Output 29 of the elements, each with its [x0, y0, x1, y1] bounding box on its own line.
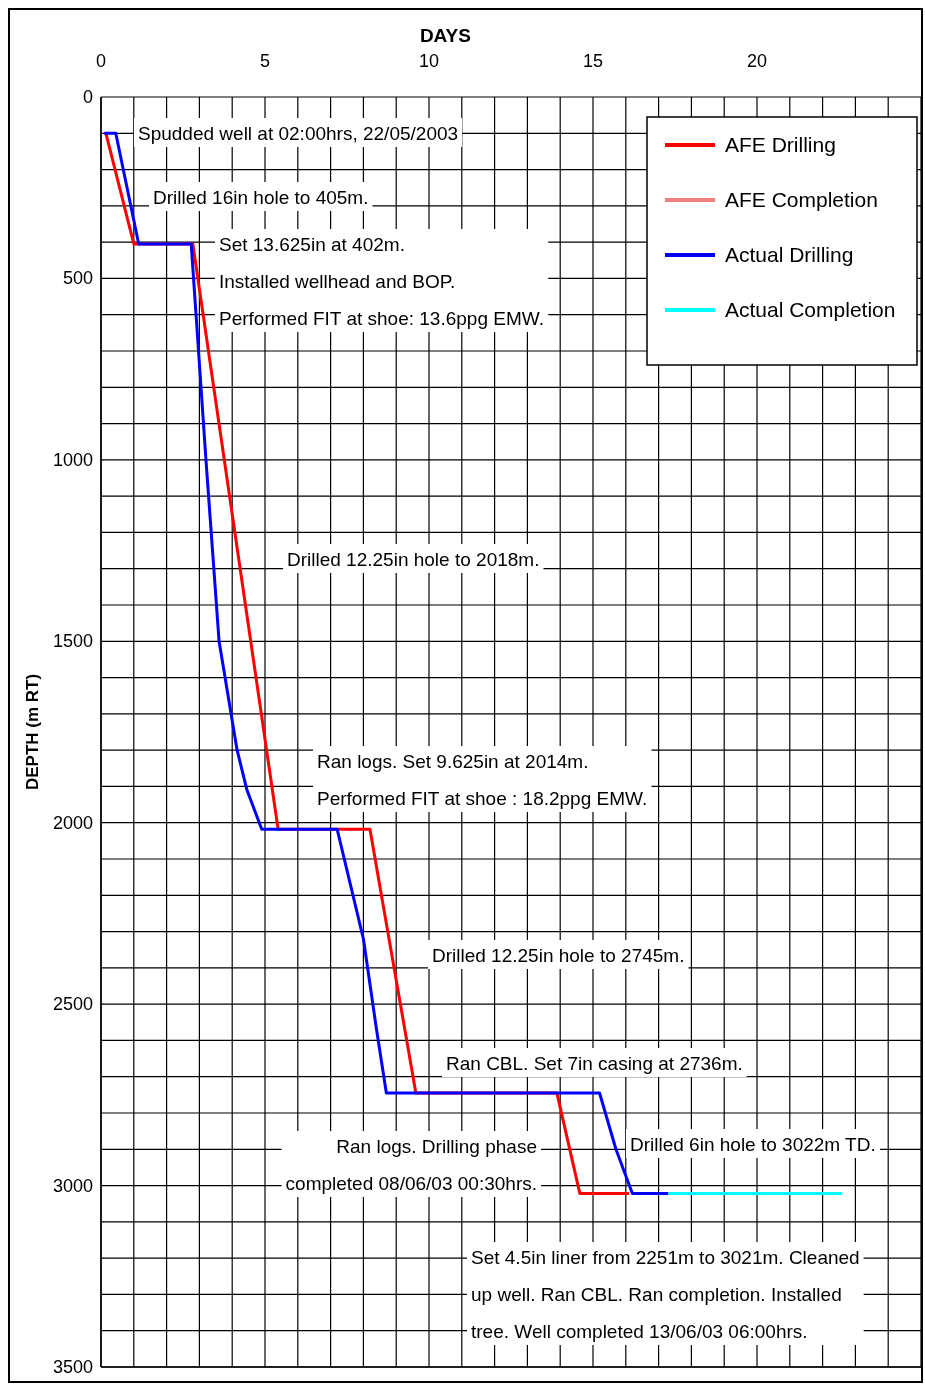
- y-tick-label: 1000: [52, 449, 93, 470]
- y-tick-label: 2500: [52, 994, 93, 1015]
- annotation: Set 13.625in at 402m. Installed wellhead and BOP. Performed FIT at shoe: 13.6ppg EMW.: [219, 234, 544, 329]
- y-tick-label: 3000: [52, 1175, 93, 1196]
- legend-label: AFE Drilling: [725, 133, 836, 156]
- legend-label: Actual Drilling: [725, 243, 854, 266]
- legend-label: Actual Completion: [725, 298, 896, 321]
- y-tick-label: 3500: [52, 1357, 93, 1377]
- annotation: Ran CBL. Set 7in casing at 2736m.: [446, 1053, 743, 1074]
- y-tick-label: 0: [82, 87, 93, 107]
- y-axis-title: DEPTH (m RT): [23, 673, 42, 791]
- annotation: Drilled 12.25in hole to 2745m.: [432, 945, 685, 966]
- annotation: Drilled 16in hole to 405m.: [153, 187, 369, 208]
- x-tick-label: 15: [582, 51, 604, 71]
- annotation: Drilled 12.25in hole to 2018m.: [287, 549, 540, 570]
- annotation: Ran logs. Set 9.625in at 2014m. Performed FIT at shoe : 18.2ppg EMW.: [317, 751, 648, 809]
- annotation: Set 4.5in liner from 2251m to 3021m. Cleaned up well. Ran CBL. Ran completion. Installed tree. Well completed 13/06/03 06:00hrs.: [471, 1247, 860, 1342]
- annotation: Drilled 6in hole to 3022m TD.: [630, 1134, 876, 1155]
- y-tick-label: 500: [62, 268, 93, 289]
- legend-label: AFE Completion: [725, 188, 878, 211]
- x-tick-label: 5: [259, 51, 271, 71]
- annotation: Spudded well at 02:00hrs, 22/05/2003: [138, 123, 459, 144]
- y-tick-label: 2000: [52, 812, 93, 833]
- annotation: Ran logs. Drilling phase completed 08/06/03 00:30hrs.: [285, 1136, 537, 1194]
- x-tick-label: 10: [418, 51, 440, 71]
- x-axis-title: DAYS: [419, 25, 471, 46]
- x-tick-label: 0: [95, 51, 107, 71]
- x-tick-label: 20: [746, 51, 768, 71]
- y-tick-label: 1500: [52, 631, 93, 652]
